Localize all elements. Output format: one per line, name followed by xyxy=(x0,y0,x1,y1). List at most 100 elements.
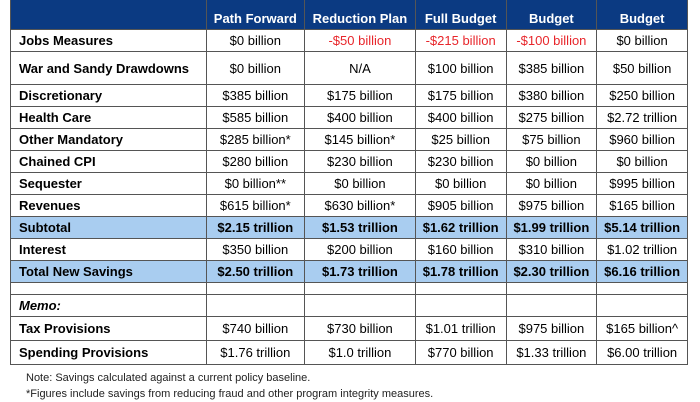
table-cell: $230 billion xyxy=(304,150,416,173)
table-cell: $2.30 trillion xyxy=(505,260,598,283)
table-cell: $165 billion^ xyxy=(596,316,688,341)
table-cell: $1.33 trillion xyxy=(505,340,598,365)
table-cell: $310 billion xyxy=(505,238,598,261)
table-cell xyxy=(414,282,507,295)
note: Note: Savings calculated against a curre… xyxy=(26,372,311,384)
table-cell: $0 billion xyxy=(414,172,507,195)
table-cell: $740 billion xyxy=(205,316,306,341)
table-cell: $6.00 trillion xyxy=(596,340,688,365)
table-cell: $1.53 trillion xyxy=(304,216,416,239)
table-cell: $385 billion xyxy=(505,51,598,85)
column-header: Full Budget xyxy=(414,0,507,30)
table-row: Total New Savings $2.50 trillion $1.73 tri… xyxy=(10,260,688,283)
table-cell: $400 billion xyxy=(304,106,416,129)
column-header: Path Forward xyxy=(205,0,306,30)
header-row: Path Forward Reduction Plan Full Budget Bud… xyxy=(10,0,688,30)
table-cell: $200 billion xyxy=(304,238,416,261)
table-cell: $1.0 trillion xyxy=(304,340,416,365)
row-label: Spending Provisions xyxy=(10,340,207,365)
row-label: Discretionary xyxy=(10,84,207,107)
table-row: Health Care $585 billion $400 billion $400 … xyxy=(10,106,688,129)
table-row: Tax Provisions $740 billion $730 billion $1… xyxy=(10,316,688,341)
table-row xyxy=(10,282,688,295)
column-header: Budget xyxy=(505,0,598,30)
table-cell: $1.02 trillion xyxy=(596,238,688,261)
table-row: Revenues $615 billion* $630 billion* $905 b… xyxy=(10,194,688,217)
row-label: Subtotal xyxy=(10,216,207,239)
row-label: Health Care xyxy=(10,106,207,129)
column-header: Budget xyxy=(596,0,688,30)
table-cell: $2.50 trillion xyxy=(205,260,306,283)
row-label: Chained CPI xyxy=(10,150,207,173)
table-cell: $175 billion xyxy=(414,84,507,107)
table-cell: -$100 billion xyxy=(505,29,598,52)
table-cell: $385 billion xyxy=(205,84,306,107)
table-cell: $630 billion* xyxy=(304,194,416,217)
row-label: Revenues xyxy=(10,194,207,217)
table-cell: $230 billion xyxy=(414,150,507,173)
note: *Figures include savings from reducing f… xyxy=(26,388,434,400)
table-cell xyxy=(304,294,416,317)
table-cell: $380 billion xyxy=(505,84,598,107)
table-cell: $1.73 trillion xyxy=(304,260,416,283)
table-cell: $730 billion xyxy=(304,316,416,341)
table-cell: $50 billion xyxy=(596,51,688,85)
table-cell: $350 billion xyxy=(205,238,306,261)
table-row: Interest $350 billion $200 billion $160 bil… xyxy=(10,238,688,261)
table-row: Other Mandatory $285 billion* $145 billion… xyxy=(10,128,688,151)
table-cell: $1.62 trillion xyxy=(414,216,507,239)
table-cell: $6.16 trillion xyxy=(596,260,688,283)
table-cell xyxy=(596,282,688,295)
row-label: Jobs Measures xyxy=(10,29,207,52)
table-cell xyxy=(414,294,507,317)
table-cell xyxy=(205,282,306,295)
row-label xyxy=(10,282,207,295)
budget-comparison-table: Path Forward Reduction Plan Full Budget Bud… xyxy=(10,0,688,365)
table-row: Chained CPI $280 billion $230 billion $230 … xyxy=(10,150,688,173)
table-cell: $2.72 trillion xyxy=(596,106,688,129)
table-row: Discretionary $385 billion $175 billion $17… xyxy=(10,84,688,107)
table-cell: $1.99 trillion xyxy=(505,216,598,239)
table-cell: $165 billion xyxy=(596,194,688,217)
table-row: Sequester $0 billion** $0 billion $0 billio… xyxy=(10,172,688,195)
table-cell xyxy=(596,294,688,317)
table-cell: $280 billion xyxy=(205,150,306,173)
table-cell: $0 billion** xyxy=(205,172,306,195)
row-label: War and Sandy Drawdowns xyxy=(10,51,207,85)
table-row: Jobs Measures $0 billion -$50 billion -$215… xyxy=(10,29,688,52)
table-cell: $770 billion xyxy=(414,340,507,365)
table-cell: -$215 billion xyxy=(414,29,507,52)
table-cell: $275 billion xyxy=(505,106,598,129)
table-cell: $0 billion xyxy=(596,29,688,52)
table-cell: $615 billion* xyxy=(205,194,306,217)
table-cell: N/A xyxy=(304,51,416,85)
table-cell: $75 billion xyxy=(505,128,598,151)
row-label: Total New Savings xyxy=(10,260,207,283)
table-cell xyxy=(505,282,598,295)
table-cell: $250 billion xyxy=(596,84,688,107)
table-cell: $960 billion xyxy=(596,128,688,151)
row-label: Interest xyxy=(10,238,207,261)
table-cell: $0 billion xyxy=(304,172,416,195)
table-cell: $5.14 trillion xyxy=(596,216,688,239)
table-cell: $400 billion xyxy=(414,106,507,129)
table-cell: $175 billion xyxy=(304,84,416,107)
table-cell: $1.01 trillion xyxy=(414,316,507,341)
table-cell: $975 billion xyxy=(505,194,598,217)
table-cell: $0 billion xyxy=(505,150,598,173)
footnotes: Note: Savings calculated against a curre… xyxy=(26,370,433,402)
table-cell: $1.76 trillion xyxy=(205,340,306,365)
table-row: Memo: xyxy=(10,294,688,317)
row-label: Memo: xyxy=(10,294,207,317)
table-cell: $0 billion xyxy=(505,172,598,195)
table-row: Spending Provisions $1.76 trillion $1.0 tr… xyxy=(10,340,688,365)
table-cell: $285 billion* xyxy=(205,128,306,151)
table-cell xyxy=(304,282,416,295)
table-cell: $0 billion xyxy=(596,150,688,173)
table-row: Subtotal $2.15 trillion $1.53 trillion $1.6… xyxy=(10,216,688,239)
column-header xyxy=(10,0,207,30)
table-cell: $2.15 trillion xyxy=(205,216,306,239)
table-cell xyxy=(505,294,598,317)
table-cell: $975 billion xyxy=(505,316,598,341)
table-cell: $905 billion xyxy=(414,194,507,217)
